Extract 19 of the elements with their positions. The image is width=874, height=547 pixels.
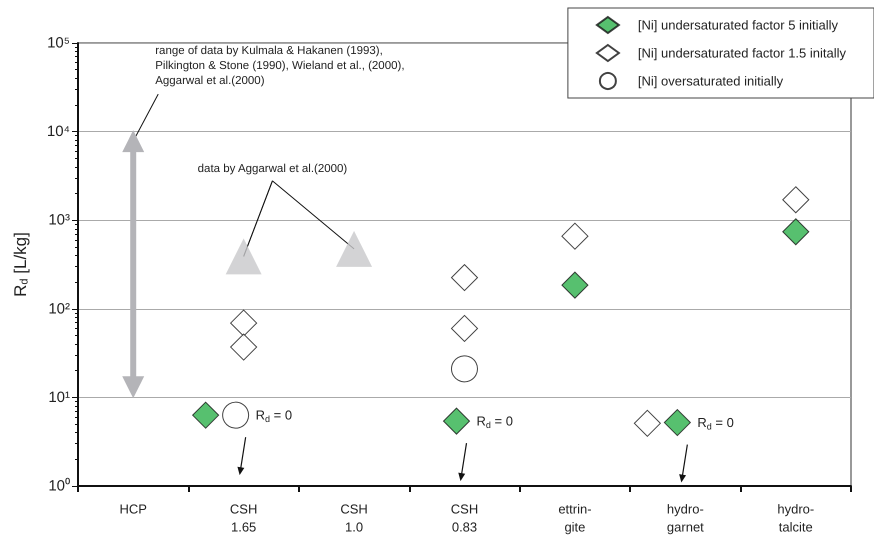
x-tick-label: CSH 0.83 — [450, 502, 478, 534]
annotation: data by Aggarwal et al.(2000) — [198, 162, 348, 175]
y-tick-label: 10⁴ — [46, 123, 70, 140]
legend-label: [Ni] undersaturated factor 1.5 initally — [638, 46, 846, 60]
y-axis-title: Rd [L/kg] — [11, 232, 30, 297]
y-tick-label: 10⁵ — [47, 34, 70, 52]
legend-label: [Ni] undersaturated factor 5 initially — [638, 18, 839, 32]
x-tick-label: HCP — [119, 502, 147, 516]
annotation: range of data by Kulmala & Hakanen (1993), Pilkington & Stone (1990), Wieland et al., (2000), Aggarwal et al.(2000) — [155, 45, 405, 88]
y-tick-label: 10⁰ — [48, 478, 70, 494]
y-tick-label: 10³ — [48, 212, 70, 229]
legend-label: [Ni] oversaturated initially — [638, 74, 784, 88]
y-tick-label: 10² — [48, 300, 70, 318]
x-tick-label: ettrin- gite — [558, 502, 592, 534]
x-tick-label: hydro- talcite — [777, 502, 814, 534]
x-tick-label: CSH 1.65 — [230, 502, 258, 534]
y-tick-label: 10¹ — [48, 388, 70, 406]
x-tick-label: CSH 1.0 — [340, 502, 368, 534]
x-tick-label: hydro- garnet — [666, 502, 704, 534]
